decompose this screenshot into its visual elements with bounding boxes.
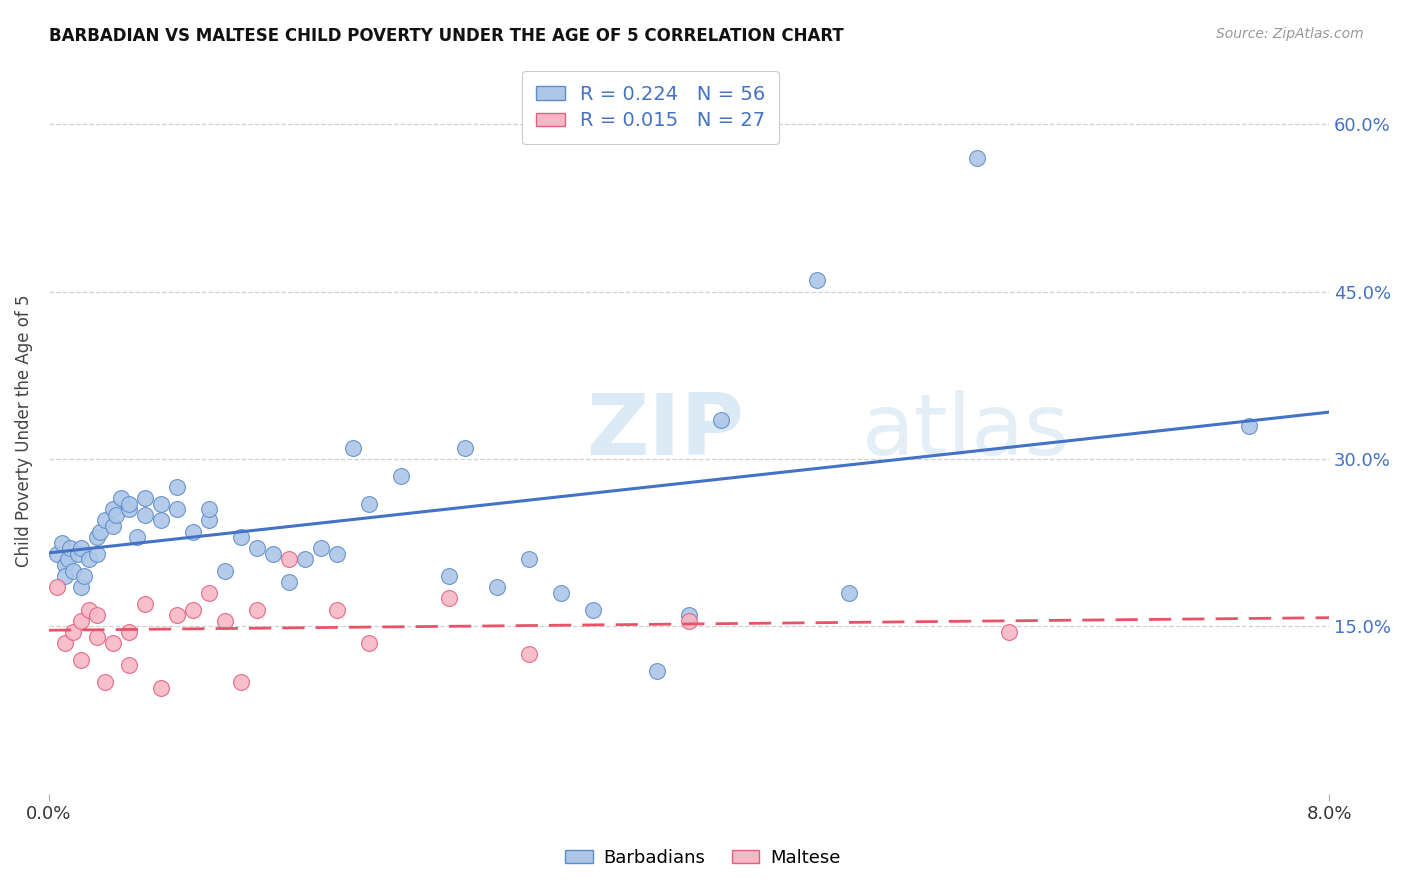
Point: [86, 547, 108, 561]
Point: [86, 608, 108, 623]
Point: [77, 602, 100, 616]
Point: [53, 636, 76, 650]
Point: [582, 602, 605, 616]
Point: [437, 569, 460, 583]
Point: [86, 530, 108, 544]
Point: [134, 491, 156, 505]
Point: [73, 569, 96, 583]
Point: [326, 547, 349, 561]
Legend: R = 0.224   N = 56, R = 0.015   N = 27: R = 0.224 N = 56, R = 0.015 N = 27: [522, 71, 779, 144]
Point: [105, 508, 128, 522]
Point: [966, 151, 988, 165]
Point: [838, 586, 860, 600]
Point: [166, 608, 188, 623]
Point: [678, 608, 700, 623]
Point: [118, 658, 141, 673]
Point: [51, 535, 73, 549]
Point: [134, 597, 156, 611]
Point: [229, 530, 252, 544]
Point: [454, 441, 477, 455]
Point: [70, 653, 93, 667]
Point: [181, 524, 204, 539]
Point: [214, 614, 236, 628]
Point: [550, 586, 572, 600]
Point: [118, 502, 141, 516]
Point: [678, 614, 700, 628]
Point: [70, 580, 93, 594]
Point: [214, 564, 236, 578]
Point: [517, 647, 540, 661]
Point: [485, 580, 508, 594]
Text: atlas: atlas: [862, 390, 1070, 473]
Point: [59, 541, 82, 556]
Point: [118, 497, 141, 511]
Point: [149, 497, 172, 511]
Point: [62, 564, 84, 578]
Point: [278, 574, 301, 589]
Point: [198, 502, 221, 516]
Point: [166, 502, 188, 516]
Point: [357, 497, 380, 511]
Point: [262, 547, 284, 561]
Point: [278, 552, 301, 566]
Point: [246, 602, 269, 616]
Point: [94, 675, 117, 690]
Point: [357, 636, 380, 650]
Point: [118, 624, 141, 639]
Point: [198, 586, 221, 600]
Point: [198, 513, 221, 527]
Text: BARBADIAN VS MALTESE CHILD POVERTY UNDER THE AGE OF 5 CORRELATION CHART: BARBADIAN VS MALTESE CHILD POVERTY UNDER…: [49, 27, 844, 45]
Point: [645, 664, 668, 678]
Point: [53, 558, 76, 572]
Point: [710, 413, 733, 427]
Point: [326, 602, 349, 616]
Point: [77, 552, 100, 566]
Point: [125, 530, 148, 544]
Point: [342, 441, 364, 455]
Text: ZIP: ZIP: [586, 390, 744, 473]
Point: [101, 636, 124, 650]
Text: Source: ZipAtlas.com: Source: ZipAtlas.com: [1216, 27, 1364, 41]
Point: [149, 513, 172, 527]
Point: [46, 547, 69, 561]
Y-axis label: Child Poverty Under the Age of 5: Child Poverty Under the Age of 5: [15, 295, 32, 567]
Point: [166, 480, 188, 494]
Point: [86, 631, 108, 645]
Point: [101, 502, 124, 516]
Point: [246, 541, 269, 556]
Legend: Barbadians, Maltese: Barbadians, Maltese: [558, 842, 848, 874]
Point: [101, 519, 124, 533]
Point: [62, 624, 84, 639]
Point: [1237, 418, 1260, 433]
Point: [94, 513, 117, 527]
Point: [517, 552, 540, 566]
Point: [181, 602, 204, 616]
Point: [70, 614, 93, 628]
Point: [149, 681, 172, 695]
Point: [134, 508, 156, 522]
Point: [294, 552, 316, 566]
Point: [806, 273, 828, 287]
Point: [110, 491, 132, 505]
Point: [309, 541, 332, 556]
Point: [70, 541, 93, 556]
Point: [229, 675, 252, 690]
Point: [46, 580, 69, 594]
Point: [56, 552, 79, 566]
Point: [998, 624, 1021, 639]
Point: [66, 547, 89, 561]
Point: [437, 591, 460, 606]
Point: [89, 524, 111, 539]
Point: [389, 468, 412, 483]
Point: [53, 569, 76, 583]
